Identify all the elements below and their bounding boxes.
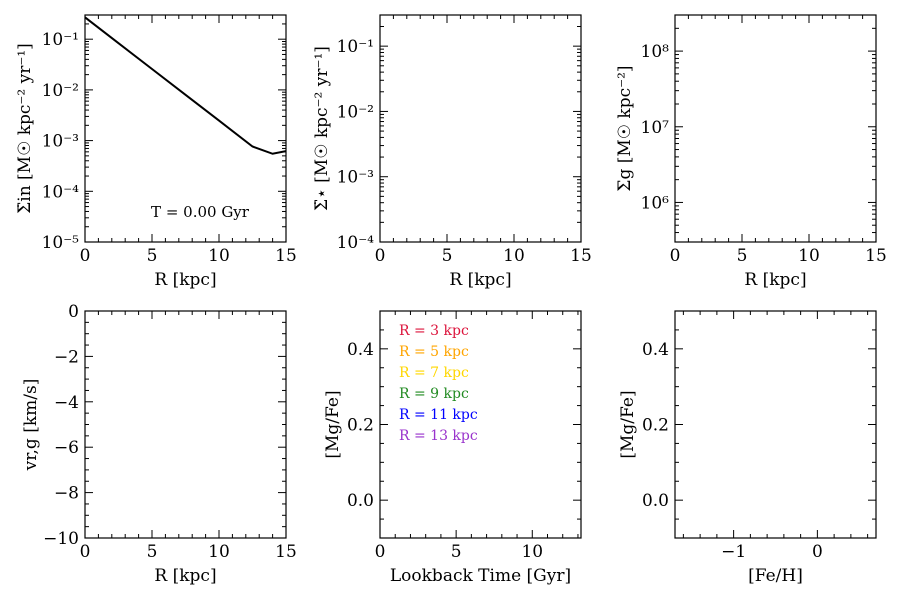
y-tick-label: 0.0	[347, 491, 374, 511]
x-axis-label: Lookback Time [Gyr]	[390, 566, 571, 586]
y-tick-label: 10⁷	[641, 118, 670, 138]
y-tick-label: 10⁶	[641, 193, 670, 213]
x-tick-label: 15	[275, 246, 297, 266]
x-tick-label: −1	[721, 542, 746, 562]
x-tick-label: 0	[375, 246, 386, 266]
x-tick-label: 15	[275, 542, 297, 562]
plot-frame	[674, 14, 877, 243]
axis-ticks	[379, 14, 582, 243]
y-axis-label: Σg [M☉ kpc⁻²]	[615, 65, 635, 191]
x-tick-label: 0	[375, 542, 386, 562]
legend-entry: R = 5 kpc	[399, 344, 469, 360]
plot-frame	[84, 14, 287, 243]
x-axis-label: R [kpc]	[449, 270, 511, 290]
y-axis-label: Σ̇in [M☉ kpc⁻² yr⁻¹]	[15, 43, 35, 214]
axis-ticks	[675, 310, 876, 539]
x-axis-label: R [kpc]	[744, 270, 806, 290]
x-tick-label: 10	[503, 246, 525, 266]
plot-frame	[379, 310, 582, 539]
panel-star-formation-rate: 0 5 10 15 10⁻⁴ 10⁻³ 10⁻² 10⁻¹ R [kpc] Σ̇⋆ [M☉ kpc…	[312, 14, 592, 290]
legend-entry: R = 7 kpc	[399, 365, 469, 381]
x-tick-label: 0	[80, 542, 91, 562]
y-tick-label: 0.2	[642, 416, 669, 436]
x-tick-label: 0	[670, 246, 681, 266]
y-tick-label: −2	[54, 347, 79, 367]
x-tick-label: 10	[208, 246, 230, 266]
x-tick-label: 5	[451, 542, 462, 562]
y-tick-label: 10⁻⁴	[337, 233, 375, 253]
panel-gas-surface-density: 0 5 10 15 10⁶ 10⁷ 10⁸ R [kpc] Σg [M☉ kpc⁻²]	[615, 14, 887, 290]
x-tick-label: 15	[865, 246, 887, 266]
y-tick-label: 10⁸	[641, 42, 670, 62]
axis-ticks	[84, 310, 287, 539]
axis-ticks	[674, 14, 877, 243]
y-tick-label: 0.2	[347, 416, 374, 436]
y-tick-label: 10⁻¹	[337, 37, 374, 57]
time-annotation: T = 0.00 Gyr	[151, 203, 250, 221]
x-tick-label: 15	[570, 246, 592, 266]
y-tick-label: 10⁻²	[42, 81, 79, 101]
legend-entry: R = 9 kpc	[399, 386, 469, 402]
axis-ticks	[84, 14, 287, 243]
panel-mgfe-vs-lookback-time: 0 5 10 0.0 0.2 0.4 Lookback Time [Gyr] [Mg/Fe] R…	[323, 310, 582, 586]
x-tick-label: 0	[812, 542, 823, 562]
y-tick-label: 10⁻⁵	[42, 233, 80, 253]
x-axis-label: R [kpc]	[154, 566, 216, 586]
plot-frame	[379, 14, 582, 243]
y-tick-label: 0	[68, 302, 79, 322]
y-axis-label: Σ̇⋆ [M☉ kpc⁻² yr⁻¹]	[312, 46, 332, 211]
panel-radial-gas-velocity: 0 5 10 15 −10 −8 −6 −4 −2 0 R [kpc] vr,g [km/s]	[21, 302, 297, 586]
panel-infall-rate: 0 5 10 15 10⁻⁵ 10⁻⁴ 10⁻³ 10⁻² 10⁻¹ R [kpc] Σ̇in [M…	[15, 14, 297, 290]
y-tick-label: 10⁻³	[42, 132, 79, 152]
y-tick-label: 10⁻⁴	[42, 182, 80, 202]
legend-entry: R = 13 kpc	[399, 428, 478, 444]
x-tick-label: 5	[147, 246, 158, 266]
x-axis-label: R [kpc]	[154, 270, 216, 290]
x-tick-label: 5	[737, 246, 748, 266]
x-axis-label: [Fe/H]	[748, 566, 803, 586]
series-line-1	[85, 16, 286, 155]
x-tick-label: 10	[208, 542, 230, 562]
y-tick-label: 10⁻²	[337, 102, 374, 122]
legend-entry: R = 3 kpc	[399, 323, 469, 339]
y-tick-label: 10⁻¹	[42, 30, 79, 50]
y-tick-label: 0.4	[642, 340, 669, 360]
y-tick-label: −10	[43, 529, 79, 549]
y-tick-label: 0.0	[642, 491, 669, 511]
y-axis-label: [Mg/Fe]	[323, 390, 343, 458]
x-tick-label: 0	[80, 246, 91, 266]
y-tick-label: −8	[54, 484, 79, 504]
plot-frame	[84, 310, 287, 539]
y-axis-label: vr,g [km/s]	[21, 379, 41, 472]
y-tick-label: 0.4	[347, 340, 374, 360]
x-tick-label: 10	[521, 542, 543, 562]
x-tick-label: 5	[442, 246, 453, 266]
y-axis-label: [Mg/Fe]	[618, 390, 638, 458]
x-tick-label: 5	[147, 542, 158, 562]
x-tick-label: 10	[798, 246, 820, 266]
y-tick-label: −4	[54, 393, 79, 413]
y-tick-label: 10⁻³	[337, 168, 374, 188]
y-tick-label: −6	[54, 438, 79, 458]
panel-mgfe-vs-feh: −1 0 0.0 0.2 0.4 [Fe/H] [Mg/Fe]	[618, 310, 877, 586]
plot-frame	[674, 310, 877, 539]
legend-entry: R = 11 kpc	[399, 407, 478, 423]
